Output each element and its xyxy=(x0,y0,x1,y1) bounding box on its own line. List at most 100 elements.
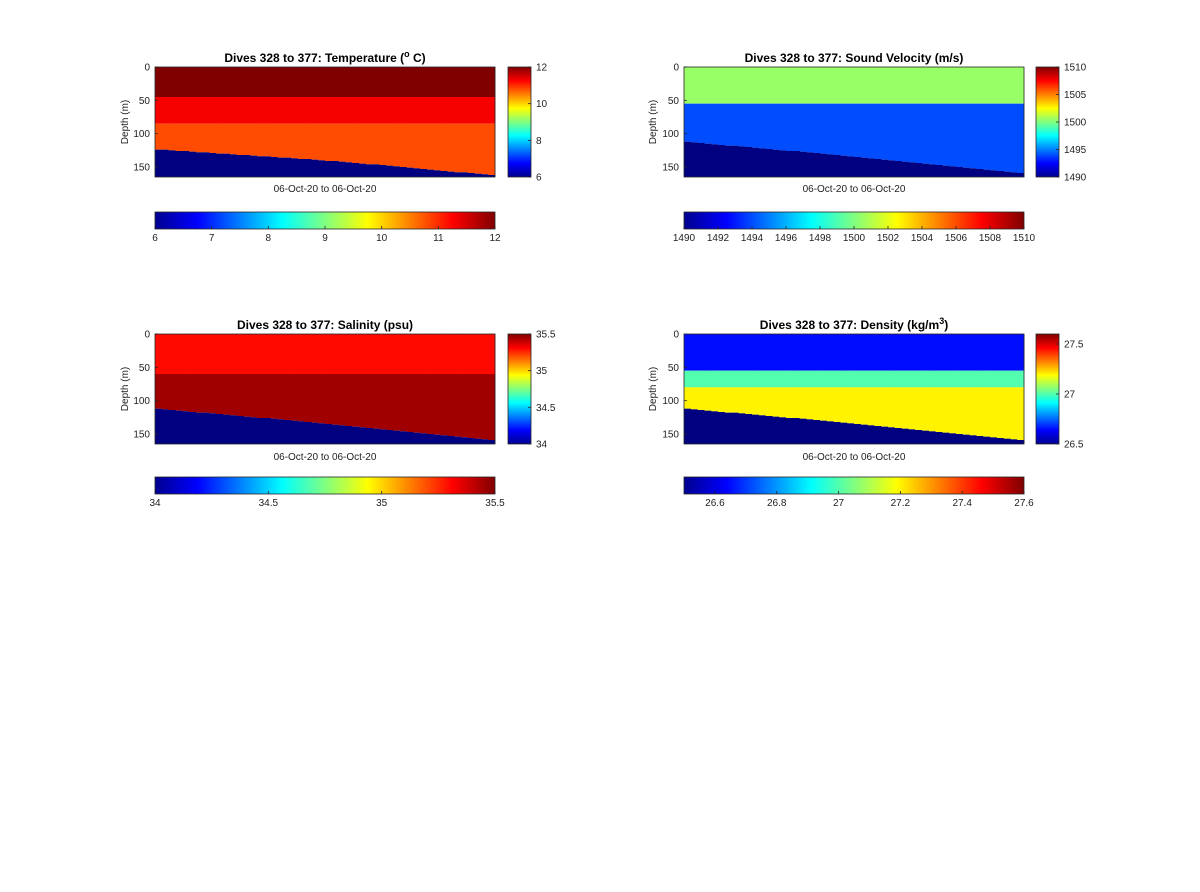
heatmap-cell xyxy=(738,334,746,371)
heatmap-cell xyxy=(297,374,305,422)
heatmap-cell xyxy=(182,67,190,97)
heatmap-cell-below-bottom xyxy=(969,435,977,444)
heatmap-cell-below-bottom xyxy=(684,141,692,177)
heatmap-cell-below-bottom xyxy=(175,151,183,177)
heatmap-cell xyxy=(325,97,333,124)
heatmap-cell xyxy=(956,103,964,167)
heatmap-cell xyxy=(731,67,739,104)
bottom-colorbar-label: 6 xyxy=(152,233,158,244)
heatmap-cell xyxy=(684,387,692,409)
heatmap-cell xyxy=(813,370,821,388)
heatmap-cell xyxy=(474,123,482,174)
heatmap-cell xyxy=(786,103,794,151)
heatmap-cell-below-bottom xyxy=(779,417,787,444)
heatmap-cell xyxy=(956,67,964,104)
heatmap-cell xyxy=(155,374,163,409)
heatmap-cell xyxy=(1010,387,1018,440)
heatmap-cell xyxy=(690,370,698,388)
heatmap-cell xyxy=(854,67,862,104)
heatmap-cell xyxy=(155,97,163,124)
heatmap-cell xyxy=(175,123,183,151)
heatmap-cell xyxy=(956,370,964,388)
heatmap-cell xyxy=(969,67,977,104)
heatmap-cell-below-bottom xyxy=(731,145,739,177)
heatmap-cell-below-bottom xyxy=(297,421,305,444)
heatmap-cell xyxy=(447,97,455,124)
heatmap-cell xyxy=(365,123,373,165)
bottom-colorbar-label: 1504 xyxy=(911,233,934,244)
heatmap-cell-below-bottom xyxy=(250,155,258,177)
side-colorbar-label: 35 xyxy=(536,366,548,377)
heatmap-cell-below-bottom xyxy=(820,153,828,177)
heatmap-cell-below-bottom xyxy=(942,432,950,444)
heatmap-cell-below-bottom xyxy=(168,150,176,177)
heatmap-cell xyxy=(724,387,732,413)
heatmap-cell xyxy=(901,334,909,371)
heatmap-cell xyxy=(277,97,285,124)
heatmap-temperature xyxy=(154,66,496,178)
heatmap-cell xyxy=(922,370,930,388)
heatmap-cell xyxy=(216,97,224,124)
heatmap-cell-below-bottom xyxy=(291,420,299,444)
heatmap-cell xyxy=(291,334,299,374)
heatmap-cell xyxy=(223,97,231,124)
heatmap-cell xyxy=(155,334,163,374)
heatmap-cell xyxy=(379,334,387,374)
heatmap-cell-below-bottom xyxy=(209,413,217,444)
heatmap-cell xyxy=(461,334,469,374)
heatmap-cell xyxy=(345,97,353,124)
heatmap-cell xyxy=(813,67,821,104)
heatmap-cell xyxy=(983,334,991,371)
heatmap-cell xyxy=(420,123,428,169)
heatmap-cell xyxy=(888,370,896,388)
heatmap-cell-below-bottom xyxy=(684,408,692,444)
heatmap-cell-below-bottom xyxy=(765,416,773,444)
bottom-colorbar-temperature: 6 7 8 9 10 11 12 xyxy=(152,211,501,244)
heatmap-cell xyxy=(935,370,943,388)
heatmap-cell xyxy=(291,374,299,421)
heatmap-cell-below-bottom xyxy=(976,436,984,444)
heatmap-cell xyxy=(1017,103,1025,173)
heatmap-cell-below-bottom xyxy=(433,434,441,444)
bottom-colorbar-label: 27.2 xyxy=(891,498,911,509)
yticks-density: 0 50 100 150 xyxy=(662,330,687,441)
bottom-colorbar-sound-velocity: 1490 1492 1494 1496 1498 1500 1502 1504 1506 1508… xyxy=(673,211,1036,244)
heatmap-cell xyxy=(386,123,394,166)
heatmap-cell xyxy=(813,334,821,371)
heatmap-cell-below-bottom xyxy=(236,155,244,177)
heatmap-cell-below-bottom xyxy=(331,424,339,444)
heatmap-cell xyxy=(467,97,475,124)
heatmap-cell xyxy=(257,97,265,124)
heatmap-cell xyxy=(216,67,224,97)
heatmap-cell-below-bottom xyxy=(195,152,203,177)
heatmap-cell-below-bottom xyxy=(962,167,970,177)
heatmap-cell xyxy=(161,374,169,410)
side-colorbar-label: 6 xyxy=(536,173,542,184)
panel-salinity: Dives 328 to 377: Salinity (psu) Depth (… xyxy=(120,318,556,509)
heatmap-cell xyxy=(488,374,496,440)
heatmap-cell xyxy=(711,387,719,412)
heatmap-cell xyxy=(386,67,394,97)
heatmap-cell xyxy=(956,387,964,434)
heatmap-cell xyxy=(263,334,271,374)
heatmap-cell xyxy=(888,387,896,428)
heatmap-cell xyxy=(168,97,176,124)
heatmap-cell-below-bottom xyxy=(894,161,902,177)
heatmap-cell xyxy=(481,67,489,97)
heatmap-cell xyxy=(704,370,712,388)
heatmap-cell xyxy=(690,387,698,410)
heatmap-cell xyxy=(365,374,373,428)
heatmap-cell xyxy=(352,334,360,374)
heatmap-cell xyxy=(229,374,237,416)
heatmap-cell-below-bottom xyxy=(935,432,943,444)
heatmap-cell xyxy=(908,334,916,371)
heatmap-cell xyxy=(175,334,183,374)
bottom-colorbar-label: 26.6 xyxy=(705,498,725,509)
side-colorbar-label: 34 xyxy=(536,440,548,451)
heatmap-cell-below-bottom xyxy=(704,143,712,177)
heatmap-cell-below-bottom xyxy=(847,156,855,177)
heatmap-cell xyxy=(765,334,773,371)
heatmap-cell-below-bottom xyxy=(155,408,163,444)
heatmap-cell xyxy=(277,374,285,420)
heatmap-cell xyxy=(772,67,780,104)
